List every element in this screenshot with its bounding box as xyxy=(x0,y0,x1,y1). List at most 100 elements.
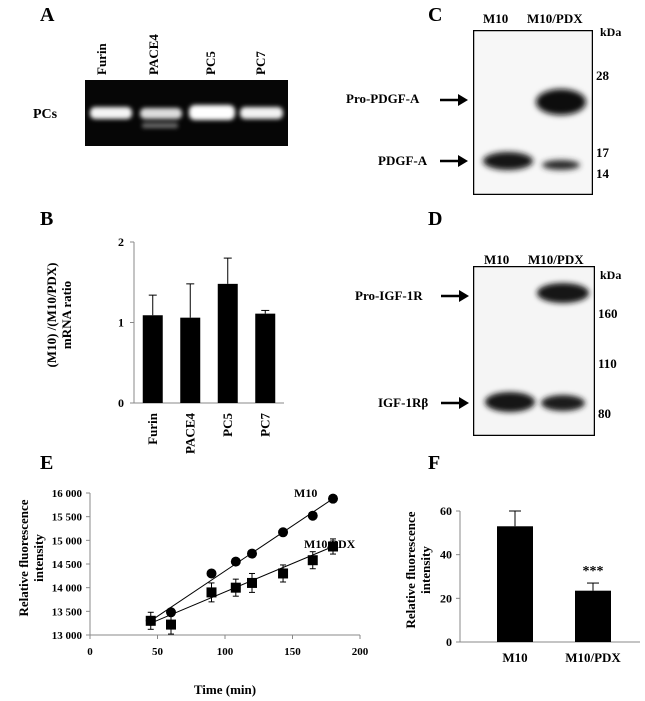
band-pace4-lower xyxy=(142,123,178,128)
lane-label-furin: Furin xyxy=(94,43,109,75)
b-ylabel-line2: mRNA ratio xyxy=(59,280,74,350)
band-pc7 xyxy=(240,107,283,119)
d-lane-m10pdx: M10/PDX xyxy=(528,252,584,267)
band-pc5 xyxy=(189,105,235,120)
b-bar-furin xyxy=(142,315,163,403)
c-band-pdx-pro xyxy=(536,89,586,115)
d-band-label-pro-igf1r: Pro-IGF-1R xyxy=(355,288,423,303)
b-bar-pace4 xyxy=(180,317,201,403)
c-kda-label: kDa xyxy=(600,25,622,39)
blot-c-image xyxy=(473,30,593,195)
e-point-m10-pdx xyxy=(307,555,318,566)
chart-e: 13 000 13 500 14 000 14 500 15 000 15 500 16 0… xyxy=(16,486,369,697)
c-lane-m10: M10 xyxy=(483,11,509,26)
e-point-m10 xyxy=(247,548,257,559)
f-bar-m10-pdx xyxy=(575,590,611,642)
e-ylabel: Relative fluorescenceintensity xyxy=(16,499,46,616)
e-ytick-label: 15 500 xyxy=(52,512,83,524)
e-ytick-label: 13 000 xyxy=(52,630,83,642)
e-point-m10 xyxy=(230,556,241,567)
b-ylabel-line1: (M10) /(M10/PDX) xyxy=(44,262,59,368)
e-xtick-label: 100 xyxy=(217,646,234,658)
e-ytick-label: 14 500 xyxy=(52,559,83,571)
e-xtick-label: 50 xyxy=(152,646,164,658)
e-ytick-label: 13 500 xyxy=(52,606,83,618)
e-point-m10 xyxy=(328,493,338,504)
d-lane-m10: M10 xyxy=(484,252,510,267)
e-xtick-label: 150 xyxy=(284,646,301,658)
b-xtick-pc7: PC7 xyxy=(257,413,272,437)
f-ytick-label: 20 xyxy=(440,591,452,605)
f-bar-m10 xyxy=(497,526,533,642)
b-xtick-pace4: PACE4 xyxy=(182,413,197,454)
c-marker-28: 28 xyxy=(596,68,609,83)
e-point-m10 xyxy=(278,527,289,538)
b-ytick-label: 2 xyxy=(118,235,124,249)
e-series-line-m10 xyxy=(150,498,334,622)
e-xtick-label: 200 xyxy=(352,646,369,658)
e-series-line-m10-pdx xyxy=(150,546,334,624)
b-xtick-furin: Furin xyxy=(145,412,160,445)
e-point-m10-pdx xyxy=(166,619,176,630)
c-band-m10-pdgfa xyxy=(483,152,533,170)
f-ytick-label: 40 xyxy=(440,548,452,562)
e-ytick-label: 14 000 xyxy=(52,583,83,595)
e-point-m10-pdx xyxy=(230,582,241,593)
e-point-m10-pdx xyxy=(206,587,217,598)
b-bar-pc7 xyxy=(255,313,276,403)
c-arrow-pdgfa-icon xyxy=(440,155,468,167)
d-kda-label: kDa xyxy=(600,268,622,282)
c-marker-14: 14 xyxy=(596,166,609,181)
b-xtick-pc5: PC5 xyxy=(220,413,235,437)
d-band-pdx-pro xyxy=(537,283,589,303)
b-ytick-label: 0 xyxy=(118,396,124,410)
panel-letter-c: C xyxy=(428,4,443,26)
f-significance-annotation: *** xyxy=(583,564,604,579)
e-point-m10-pdx xyxy=(328,541,338,552)
chart-f: 0 20 40 60 M10 M10/PDX *** Relative fluorescenc… xyxy=(403,504,640,665)
band-furin xyxy=(90,107,132,119)
lane-label-pace4: PACE4 xyxy=(146,34,161,75)
e-point-m10 xyxy=(206,568,217,579)
e-point-m10-pdx xyxy=(247,577,257,588)
e-ytick-label: 15 000 xyxy=(52,535,83,547)
f-ylabel: Relative fluorescenceintensity xyxy=(403,511,433,628)
row-label-pcs: PCs xyxy=(33,107,58,122)
e-point-m10-pdx xyxy=(278,568,289,579)
panel-letter-f: F xyxy=(428,452,441,474)
c-arrow-pro-pdgfa-icon xyxy=(440,94,468,106)
d-arrow-igf1rb-icon xyxy=(441,397,469,409)
f-xtick-m10: M10 xyxy=(502,650,527,665)
gel-image xyxy=(85,80,288,146)
chart-b: 0 1 2 Furin PACE4 PC5 PC7 xyxy=(118,235,284,454)
panel-letter-b: B xyxy=(40,208,54,230)
panel-letter-e: E xyxy=(40,452,54,474)
b-ylabel: (M10) /(M10/PDX) mRNA ratio xyxy=(44,230,74,400)
e-ytick-label: 16 000 xyxy=(52,488,83,500)
b-ytick-label: 1 xyxy=(118,316,124,330)
f-ytick-label: 60 xyxy=(440,504,452,518)
panel-letter-a: A xyxy=(40,4,55,26)
f-xtick-m10-pdx: M10/PDX xyxy=(565,650,621,665)
b-bar-pc5 xyxy=(217,283,238,403)
c-marker-17: 17 xyxy=(596,145,609,160)
e-series-label-m10pdx: M10/PDX xyxy=(304,537,356,551)
e-xlabel: Time (min) xyxy=(194,682,256,697)
f-ytick-label: 0 xyxy=(446,635,452,649)
c-lane-m10pdx: M10/PDX xyxy=(527,11,583,26)
d-arrow-pro-igf1r-icon xyxy=(441,290,469,302)
e-point-m10-pdx xyxy=(145,615,156,626)
d-band-m10-beta xyxy=(485,392,535,412)
c-band-label-pro-pdgfa: Pro-PDGF-A xyxy=(346,91,420,106)
lane-label-pc5: PC5 xyxy=(203,51,218,75)
d-marker-80: 80 xyxy=(598,406,611,421)
e-point-m10 xyxy=(307,510,318,521)
lane-label-pc7: PC7 xyxy=(253,51,268,75)
c-band-pdx-pdgfa xyxy=(542,160,580,170)
e-series-label-m10: M10 xyxy=(294,486,317,500)
d-band-label-igf1rb: IGF-1Rβ xyxy=(378,395,429,410)
blot-d-image xyxy=(473,266,595,436)
c-band-label-pdgfa: PDGF-A xyxy=(378,153,428,168)
d-band-pdx-beta xyxy=(541,395,585,411)
d-marker-110: 110 xyxy=(598,356,617,371)
